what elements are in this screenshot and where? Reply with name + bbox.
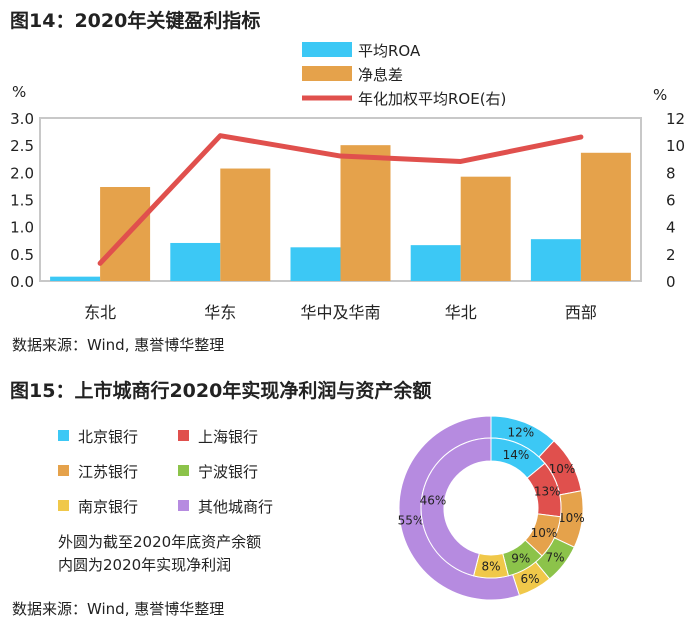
y-left-tick: 2.0 [10,164,34,182]
inner-label-5: 46% [420,494,447,508]
inner-slice-5 [420,437,492,577]
y-right-tick: 12 [666,110,685,128]
y-left-tick: 3.0 [10,110,34,128]
figure14-roe-line [97,133,584,266]
legend-label: 上海银行 [198,428,258,446]
inner-label-0: 14% [503,448,530,462]
legend-swatch [58,500,69,511]
figure14-axes: % % 0.0 0.5 1.0 1.5 2.0 2.5 3.0 0 2 4 6 8 10 12 [10,83,685,291]
legend-label: 江苏银行 [78,463,138,481]
legend-swatch [178,500,189,511]
y-left-tick: 0.5 [10,246,34,264]
legend-swatch [302,66,352,81]
legend-label: 南京银行 [78,498,138,516]
y-left-tick: 1.0 [10,219,34,237]
figure15-source: 数据来源：Wind, 惠誉博华整理 [12,600,225,618]
y-right-tick: 0 [666,273,676,291]
y-left-tick: 2.5 [10,137,34,155]
category-label: 华东 [204,303,236,322]
inner-ring-note: 内圆为2020年实现净利润 [58,556,232,574]
outer-label-0: 12% [507,426,534,440]
legend-label: 宁波银行 [198,463,258,481]
bar-roa-2 [290,247,341,281]
y-left-tick: 0.0 [10,273,34,291]
bar-roa-3 [410,245,461,281]
bar-roa-4 [530,239,581,281]
roe-line [97,133,584,266]
inner-label-4: 8% [481,560,500,574]
bar-nim-3 [460,176,511,281]
legend-label: 北京银行 [78,428,138,446]
legend-swatch [178,465,189,476]
figure15-donut: 12%10%10%7%6%55%14%13%10%9%8%46% [398,415,585,601]
bar-nim-1 [220,168,271,281]
inner-label-3: 9% [511,551,530,565]
bar-roa-1 [170,242,221,281]
legend-label: 净息差 [358,66,403,84]
figure14-title: 图14：2020年关键盈利指标 [10,10,261,32]
figure14-bars [50,145,631,281]
figure14-category-labels: 东北 华东 华中及华南 华北 西部 [84,303,597,322]
y-right-tick: 4 [666,219,676,237]
y-left-unit: % [12,83,26,101]
legend-label: 年化加权平均ROE(右) [358,90,506,108]
y-right-tick: 6 [666,192,676,210]
y-right-tick: 2 [666,246,676,264]
legend-swatch [178,430,189,441]
outer-label-2: 10% [558,511,585,525]
legend-swatch [58,465,69,476]
category-label: 华中及华南 [300,303,380,322]
legend-swatch [302,42,352,57]
figure14-source: 数据来源：Wind, 惠誉博华整理 [12,336,225,354]
bar-nim-2 [340,145,391,281]
y-left-tick: 1.5 [10,192,34,210]
y-right-unit: % [653,86,667,104]
bar-roa-0 [50,276,101,281]
outer-label-1: 10% [549,462,576,476]
bar-nim-4 [580,152,631,281]
inner-label-1: 13% [534,485,561,499]
figure15-title: 图15：上市城商行2020年实现净利润与资产余额 [10,380,432,402]
y-right-tick: 10 [666,137,685,155]
legend-label: 平均ROA [358,42,421,60]
outer-label-4: 6% [520,572,539,586]
category-label: 华北 [445,303,477,322]
inner-label-2: 10% [531,526,558,540]
outer-label-5: 55% [398,514,425,528]
legend-label: 其他城商行 [198,498,273,516]
legend-swatch [58,430,69,441]
outer-ring-note: 外圆为截至2020年底资产余额 [58,533,262,551]
category-label: 西部 [565,303,597,322]
outer-label-3: 7% [545,551,564,565]
y-right-tick: 8 [666,164,676,182]
category-label: 东北 [84,303,116,322]
